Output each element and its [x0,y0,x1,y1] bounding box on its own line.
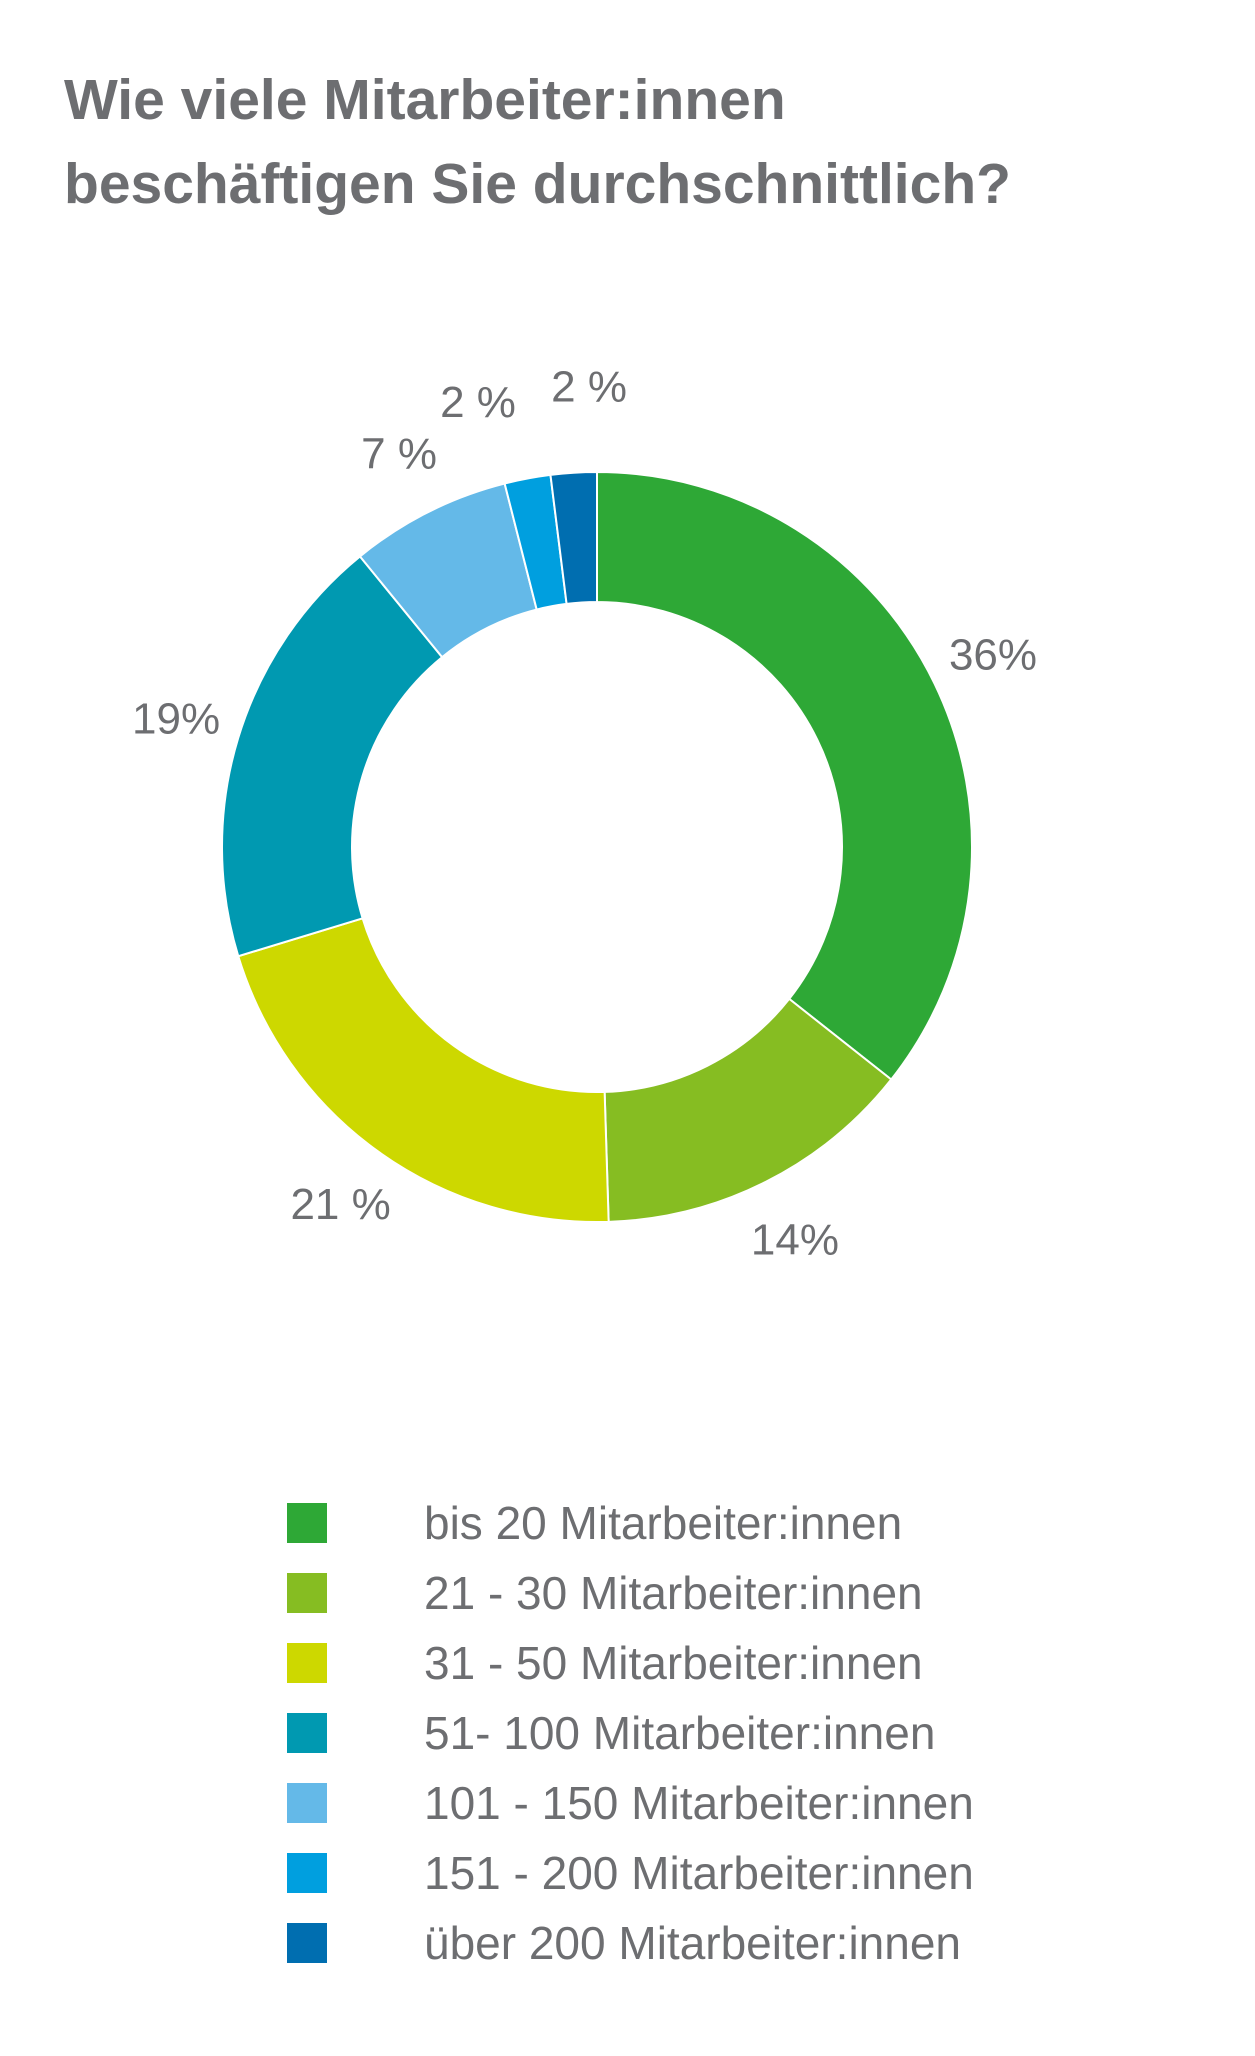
donut-slice-4 [220,555,444,958]
legend-label-5: 101 - 150 Mitarbeiter:innen [424,1777,974,1829]
legend-item-4: 51- 100 Mitarbeiter:innen [287,1698,974,1768]
legend-label-7: über 200 Mitarbeiter:innen [424,1917,961,1969]
donut-chart: 36%14%21 %19%7 %2 % 2 % [132,363,1037,1265]
data-label-7: 2 % [551,363,627,412]
legend-swatch-3 [287,1643,327,1683]
data-label-3: 21 % [290,1180,390,1229]
data-label-4: 19% [132,694,220,743]
data-label-5: 7 % [361,430,437,479]
legend-label-3: 31 - 50 Mitarbeiter:innen [424,1637,923,1689]
donut-slice-7 [549,470,598,606]
legend-item-7: über 200 Mitarbeiter:innen [287,1908,974,1978]
donut-slice-1 [596,470,973,1081]
donut-data-labels: 36%14%21 %19%7 %2 % 2 % [132,363,1037,1265]
legend-item-1: bis 20 Mitarbeiter:innen [287,1488,974,1558]
legend-label-1: bis 20 Mitarbeiter:innen [424,1497,903,1549]
legend-swatch-4 [287,1713,327,1753]
chart-legend: bis 20 Mitarbeiter:innen 21 - 30 Mitarbei… [287,1488,974,1978]
legend-swatch-5 [287,1783,327,1823]
legend-swatch-6 [287,1853,327,1893]
legend-swatch-2 [287,1573,327,1613]
data-label-6: 2 % [440,378,516,427]
legend-label-6: 151 - 200 Mitarbeiter:innen [424,1847,974,1899]
chart-title: Wie viele Mitarbeiter:innen beschäftigen… [64,58,1204,226]
donut-slices [220,470,973,1223]
data-label-1: 36% [949,631,1037,680]
chart-title-line-2: beschäftigen Sie durchschnittlich? [64,152,1011,216]
data-label-2: 14% [751,1215,839,1264]
donut-slice-3 [237,917,610,1223]
legend-item-3: 31 - 50 Mitarbeiter:innen [287,1628,974,1698]
legend-item-6: 151 - 200 Mitarbeiter:innen [287,1838,974,1908]
legend-item-5: 101 - 150 Mitarbeiter:innen [287,1768,974,1838]
chart-title-line-1: Wie viele Mitarbeiter:innen [64,68,786,132]
legend-swatch-7 [287,1923,327,1963]
legend-label-2: 21 - 30 Mitarbeiter:innen [424,1567,923,1619]
legend-item-2: 21 - 30 Mitarbeiter:innen [287,1558,974,1628]
legend-swatch-1 [287,1503,327,1543]
legend-label-4: 51- 100 Mitarbeiter:innen [424,1707,936,1759]
